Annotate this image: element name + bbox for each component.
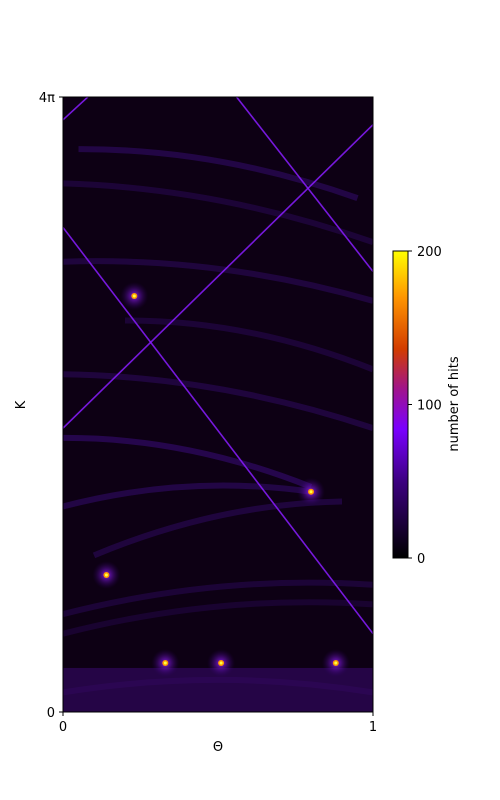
cusp-core [219,661,223,665]
density-band [63,434,313,490]
x-tick-label: 0 [59,720,67,735]
x-tick-label: 1 [369,720,377,735]
cusp-core [309,490,313,494]
density-band [63,482,312,510]
cusp-core [163,661,167,665]
y-axis: 0 4π [39,91,63,721]
cusp-core [334,661,338,665]
density-band [124,317,373,373]
y-tick-label: 4π [39,91,55,106]
cusp-core [132,294,136,298]
heatmap-plot [62,96,374,713]
colorbar-gradient [392,250,409,559]
colorbar-label: number of hits [447,356,462,451]
density-band [63,579,373,618]
heatmap-bands [63,146,373,712]
diagonal-line [235,97,373,273]
colorbar: 0 100 200 number of hits [392,245,462,567]
density-band [63,371,373,431]
cusp-core [104,573,108,577]
diagonal-line [63,97,89,121]
heatmap-features [63,97,373,678]
density-band [78,146,359,201]
density-band [63,180,373,245]
colorbar-tick-label: 100 [417,399,442,414]
colorbar-tick-label: 0 [417,552,425,567]
density-band [63,599,373,637]
y-tick-label: 0 [47,706,55,721]
heatmap-background [63,97,373,712]
y-axis-label: K [14,400,29,409]
diagonal-line [63,226,373,635]
diagonal-line [63,124,373,429]
colorbar-tick-label: 200 [417,245,442,260]
density-band [63,258,373,304]
x-axis-label: Θ [213,740,223,755]
colorbar-ticks: 0 100 200 [408,245,442,567]
plot-frame [62,96,374,713]
